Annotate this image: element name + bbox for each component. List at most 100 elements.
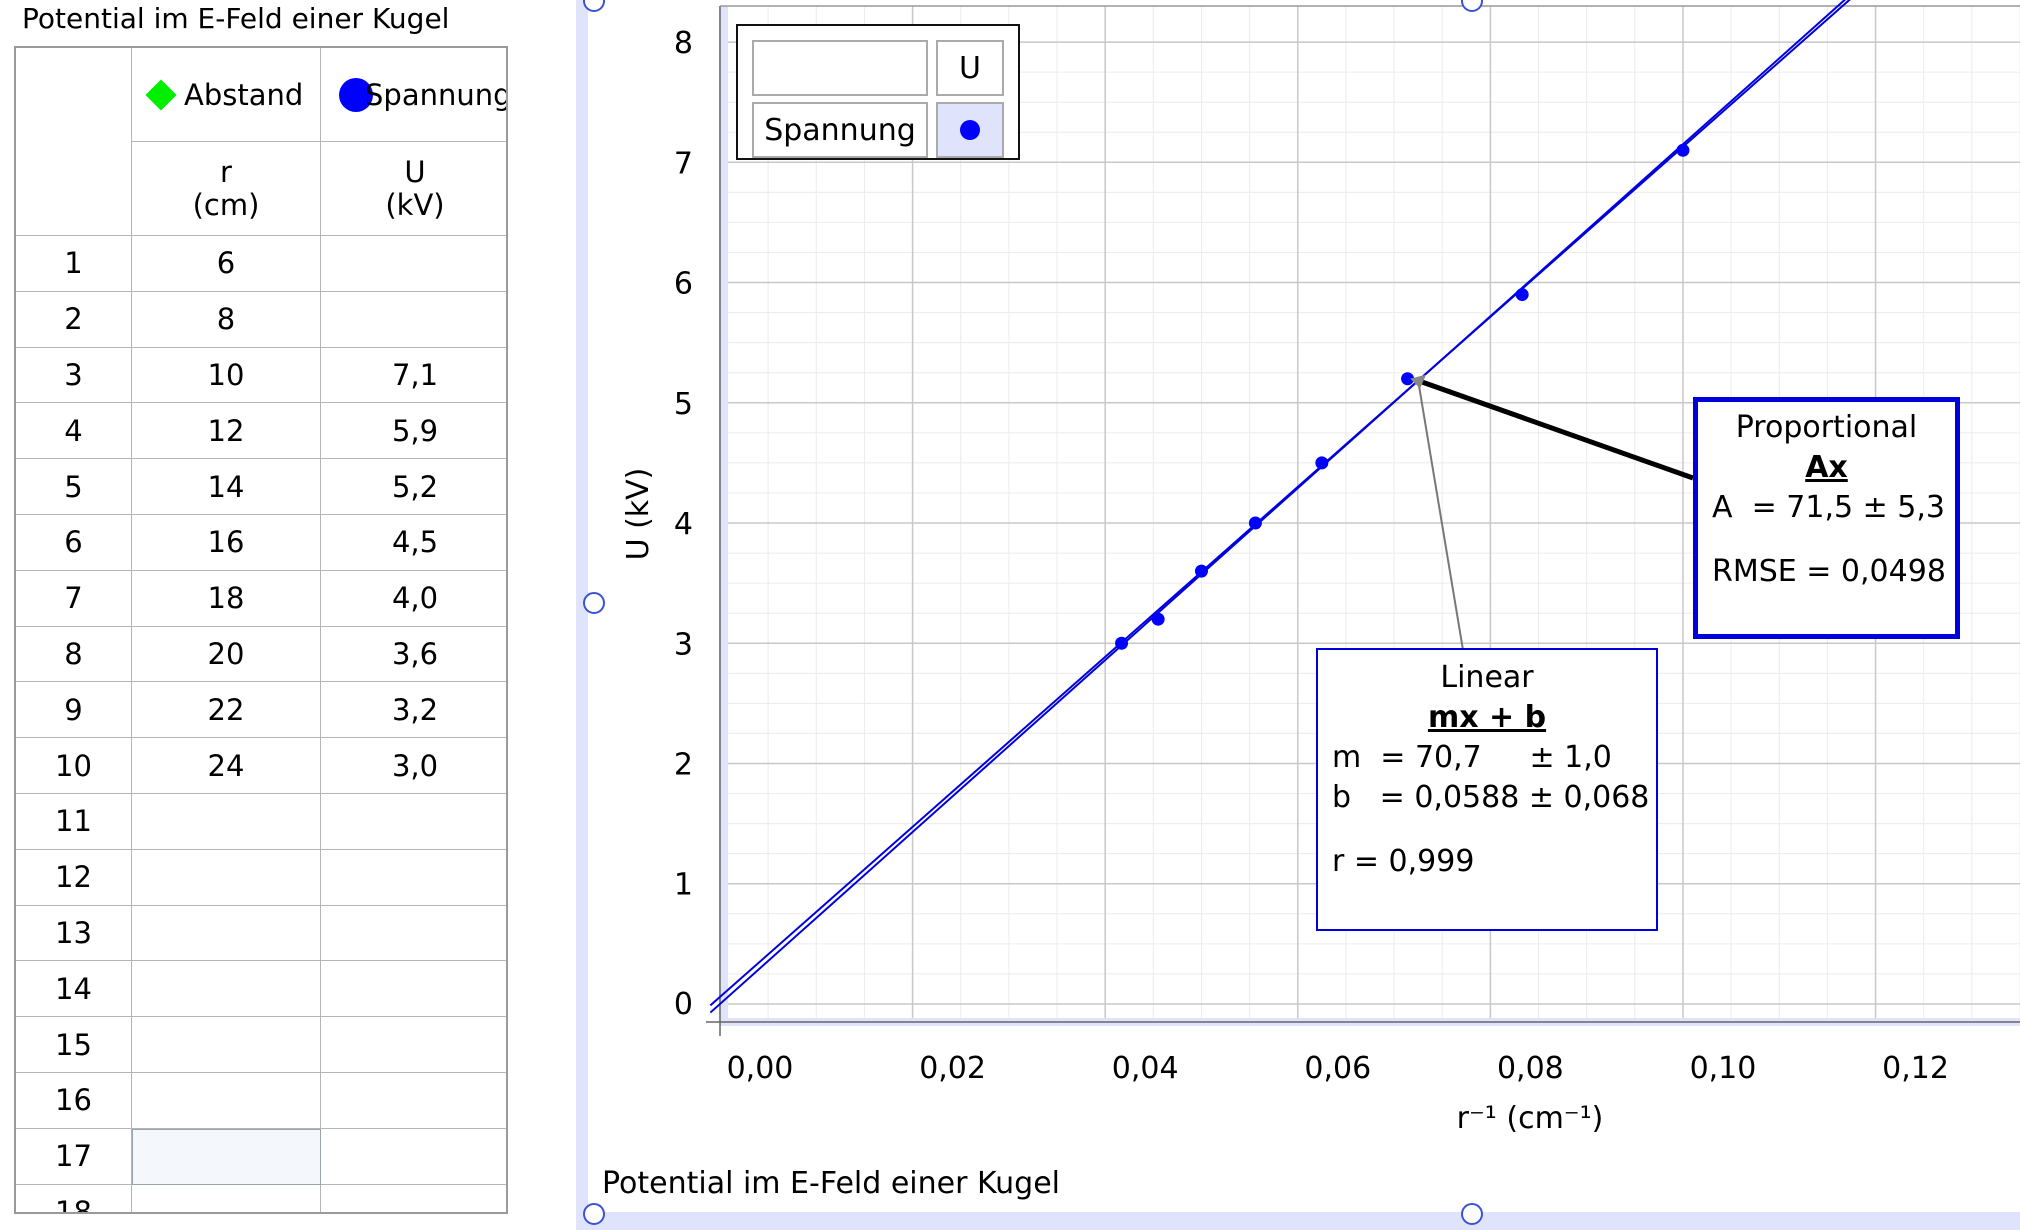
row-number[interactable]: 3 <box>16 347 132 404</box>
row-number[interactable]: 8 <box>16 626 132 683</box>
cell-abstand[interactable] <box>132 1073 321 1129</box>
proportional-fit-title: Proportional <box>1735 410 1918 445</box>
cell-spannung[interactable]: 4,0 <box>321 570 506 627</box>
column-header-abstand[interactable]: Abstand <box>132 48 321 142</box>
cell-abstand[interactable] <box>132 849 321 906</box>
cell-abstand[interactable]: 8 <box>132 291 321 348</box>
cell-spannung[interactable] <box>321 794 506 850</box>
linear-fit-box[interactable]: Linear mx + b m = 70,7 ± 1,0 b = 0,0588 … <box>1316 648 1658 931</box>
x-tick-label: 0,00 <box>727 1051 794 1086</box>
cell-spannung[interactable]: 4,5 <box>321 515 506 571</box>
proportional-fit-line[interactable] <box>709 0 2020 1014</box>
row-number[interactable]: 14 <box>16 961 132 1018</box>
proportional-fit-box[interactable]: Proportional Ax A = 71,5 ± 5,3 RMSE = 0,… <box>1693 397 1960 639</box>
column-header-spannung[interactable]: Spannung <box>321 48 508 142</box>
y-tick-label: 5 <box>674 387 693 422</box>
row-number[interactable]: 1 <box>16 236 132 292</box>
cell-spannung[interactable] <box>321 849 506 906</box>
row-number[interactable]: 17 <box>16 1128 132 1185</box>
cell-abstand[interactable] <box>132 1128 321 1185</box>
resize-handle-bottom[interactable] <box>1461 1203 1483 1225</box>
connector-anchor <box>1410 374 1427 389</box>
data-point[interactable] <box>1676 143 1690 157</box>
x-tick-label: 0,12 <box>1882 1051 1949 1086</box>
column-name-spannung: Spannung <box>365 77 508 112</box>
cell-spannung[interactable]: 3,0 <box>321 738 506 794</box>
column-unit-abstand[interactable]: r (cm) <box>132 142 321 236</box>
resize-handle-bottom-left[interactable] <box>583 1203 605 1225</box>
cell-spannung[interactable]: 7,1 <box>321 347 506 404</box>
y-tick-label: 2 <box>674 747 693 782</box>
cell-spannung[interactable]: 3,6 <box>321 626 506 683</box>
data-point[interactable] <box>1194 564 1208 578</box>
row-number[interactable]: 18 <box>16 1184 132 1212</box>
cell-abstand[interactable]: 14 <box>132 459 321 515</box>
data-point[interactable] <box>1515 288 1529 302</box>
data-points[interactable] <box>1115 143 1690 650</box>
row-number[interactable]: 11 <box>16 794 132 850</box>
y-tick-label: 6 <box>674 267 693 302</box>
row-number[interactable]: 2 <box>16 291 132 348</box>
cell-spannung[interactable]: 3,2 <box>321 682 506 739</box>
row-number[interactable]: 10 <box>16 738 132 794</box>
data-table[interactable]: Abstand Spannung r (cm) U (kV) 1 6 2 8 3 10 7,… <box>14 46 508 1214</box>
row-number[interactable]: 9 <box>16 682 132 739</box>
linear-fit-formula: mx + b <box>1427 700 1547 735</box>
cell-spannung[interactable] <box>321 291 506 348</box>
y-tick-label: 7 <box>674 146 693 181</box>
cell-abstand[interactable] <box>132 794 321 850</box>
cell-spannung[interactable] <box>321 961 506 1018</box>
cell-spannung[interactable]: 5,2 <box>321 459 506 515</box>
graph-legend[interactable]: U Spannung <box>736 24 1020 160</box>
row-number[interactable]: 4 <box>16 403 132 460</box>
cell-abstand[interactable]: 6 <box>132 236 321 292</box>
column-unit-spannung[interactable]: U (kV) <box>321 142 506 236</box>
cell-spannung[interactable] <box>321 236 506 292</box>
row-number[interactable]: 6 <box>16 515 132 571</box>
chart-axes <box>706 5 2020 1036</box>
cell-spannung[interactable] <box>321 1128 506 1185</box>
cell-spannung[interactable]: 5,9 <box>321 403 506 460</box>
data-point[interactable] <box>1151 612 1165 626</box>
linear-fit-connector <box>1417 380 1464 651</box>
cell-abstand[interactable] <box>132 1017 321 1073</box>
cell-spannung[interactable] <box>321 1184 506 1212</box>
chart-ticks: 0,00 0,02 0,04 0,06 0,08 0,10 0,12 0 1 2 3 4 5 6 7 8 <box>674 26 1949 1086</box>
graph-title: Potential im E-Feld einer Kugel <box>602 1166 1060 1201</box>
legend-header: U <box>936 40 1004 96</box>
legend-series-marker[interactable] <box>936 102 1004 158</box>
cell-spannung[interactable] <box>321 1017 506 1073</box>
data-point[interactable] <box>1115 636 1129 650</box>
column-unit: (kV) <box>385 187 445 222</box>
cell-abstand[interactable] <box>132 905 321 962</box>
cell-abstand[interactable] <box>132 1184 321 1212</box>
row-number[interactable]: 13 <box>16 905 132 962</box>
fit-connectors <box>1410 374 1694 651</box>
fit-lines[interactable] <box>709 0 2020 1014</box>
row-number[interactable]: 5 <box>16 459 132 515</box>
cell-abstand[interactable]: 24 <box>132 738 321 794</box>
data-point[interactable] <box>1315 456 1329 470</box>
data-point[interactable] <box>1401 372 1415 386</box>
x-tick-label: 0,02 <box>919 1051 986 1086</box>
y-axis-band <box>720 6 728 1022</box>
y-tick-label: 3 <box>674 627 693 662</box>
cell-abstand[interactable]: 12 <box>132 403 321 460</box>
row-number[interactable]: 12 <box>16 849 132 906</box>
proportional-fit-connector <box>1417 378 1694 481</box>
cell-abstand[interactable]: 10 <box>132 347 321 404</box>
resize-handle-left[interactable] <box>583 592 605 614</box>
row-number[interactable]: 15 <box>16 1017 132 1073</box>
row-number[interactable]: 16 <box>16 1073 132 1129</box>
blue-circle-icon <box>339 77 373 112</box>
cell-abstand[interactable]: 18 <box>132 570 321 627</box>
data-point[interactable] <box>1248 516 1262 530</box>
cell-spannung[interactable] <box>321 1073 506 1129</box>
cell-abstand[interactable] <box>132 961 321 1018</box>
cell-abstand[interactable]: 20 <box>132 626 321 683</box>
cell-abstand[interactable]: 16 <box>132 515 321 571</box>
cell-spannung[interactable] <box>321 905 506 962</box>
row-number[interactable]: 7 <box>16 570 132 627</box>
cell-abstand[interactable]: 22 <box>132 682 321 739</box>
